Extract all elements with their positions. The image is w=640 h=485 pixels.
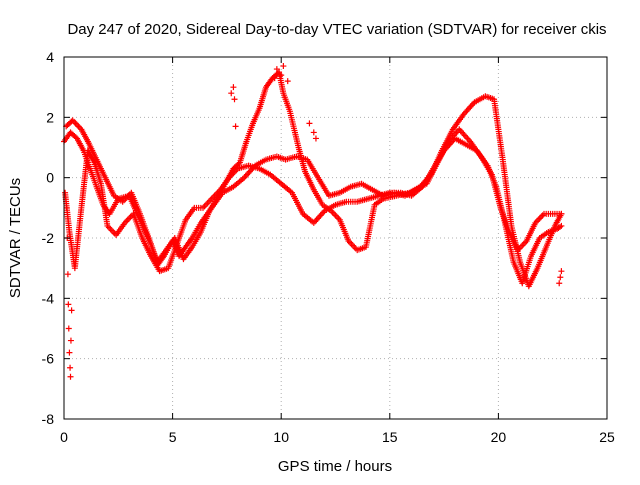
- data-point-spikes: [276, 69, 283, 76]
- x-tick-label: 20: [491, 429, 507, 445]
- y-tick-label: 2: [46, 109, 54, 125]
- data-point-spikes: [231, 96, 238, 103]
- y-axis-label: SDTVAR / TECUs: [7, 178, 24, 298]
- x-tick-label: 10: [273, 429, 289, 445]
- data-point-spikes: [232, 123, 239, 130]
- ticks: 0 5 10 15 20 25 -8 -6 -4 -2 0 2 4: [42, 49, 615, 445]
- x-tick-label: 5: [169, 429, 177, 445]
- data-layer: [61, 63, 565, 380]
- data-point-spikes: [64, 271, 71, 278]
- data-point-spikes: [312, 135, 319, 142]
- y-tick-label: -4: [42, 290, 55, 306]
- data-point-spikes: [558, 268, 565, 275]
- x-tick-label: 0: [60, 429, 68, 445]
- data-marker-track-b: [235, 160, 242, 167]
- y-tick-label: 4: [46, 49, 54, 65]
- x-tick-label: 15: [382, 429, 398, 445]
- y-tick-label: -8: [42, 411, 55, 427]
- data-point-spikes: [228, 90, 235, 97]
- data-point-spikes: [63, 204, 70, 211]
- data-point-spikes: [68, 307, 75, 314]
- data-point-spikes: [278, 72, 285, 79]
- grid: [64, 57, 607, 419]
- x-tick-label: 25: [599, 429, 615, 445]
- data-point-spikes: [280, 63, 287, 70]
- data-point-spikes: [67, 364, 74, 371]
- y-tick-label: -6: [42, 351, 55, 367]
- data-point-spikes: [230, 84, 237, 91]
- data-point-spikes: [67, 373, 74, 380]
- data-point-spikes: [273, 66, 280, 73]
- data-point-spikes: [310, 129, 317, 136]
- data-point-track-b: [558, 210, 565, 217]
- x-axis-label: GPS time / hours: [278, 458, 392, 475]
- y-tick-label: 0: [46, 170, 54, 186]
- data-point-track-c: [558, 222, 565, 229]
- data-point-spikes: [271, 75, 278, 82]
- data-point-spikes: [66, 349, 73, 356]
- y-tick-label: -2: [42, 230, 55, 246]
- data-point-spikes: [306, 120, 313, 127]
- data-point-spikes: [557, 274, 564, 281]
- chart-title: Day 247 of 2020, Sidereal Day-to-day VTE…: [67, 21, 606, 38]
- data-point-spikes: [284, 78, 291, 85]
- data-point-spikes: [65, 325, 72, 332]
- data-point-spikes: [65, 301, 72, 308]
- data-point-spikes: [67, 337, 74, 344]
- data-point-spikes: [556, 280, 563, 287]
